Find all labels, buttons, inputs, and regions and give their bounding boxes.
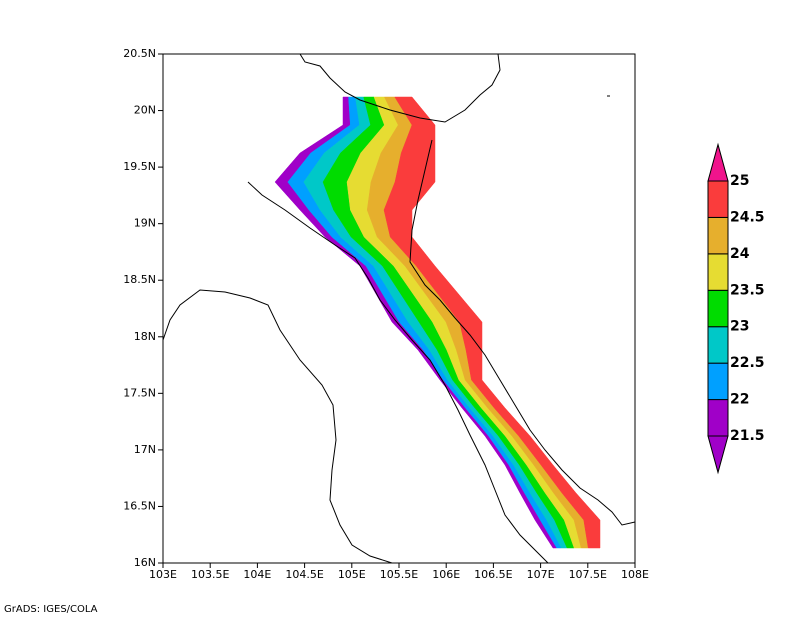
x-tick-label: 106E	[432, 568, 460, 581]
colorbar-label: 24.5	[730, 209, 765, 225]
colorbar-label: 25	[730, 173, 749, 189]
colorbar-label: 22	[730, 392, 749, 408]
contour-band	[383, 96, 601, 549]
colorbar-swatch	[707, 180, 729, 218]
border	[162, 289, 393, 564]
colorbar-swatch	[707, 216, 729, 255]
y-tick-label: 18.5N	[123, 273, 156, 286]
y-tick-label: 19N	[134, 217, 156, 230]
coastlines	[162, 53, 636, 564]
coastline	[299, 53, 501, 123]
x-tick-label: 108E	[621, 568, 649, 581]
x-tick-label: 107.5E	[569, 568, 607, 581]
axes: 103E 103.5E 104E 104.5E 105E 105.5E 106E 106.5E…	[123, 47, 649, 581]
colorbar-swatch	[707, 326, 729, 364]
x-tick-label: 103.5E	[191, 568, 229, 581]
y-tick-label: 17.5N	[123, 386, 156, 399]
x-tick-label: 104E	[243, 568, 271, 581]
y-tick-label: 16N	[134, 556, 156, 569]
colorbar-high	[707, 142, 729, 182]
x-tick-label: 105E	[338, 568, 366, 581]
colorbar-swatch	[707, 289, 729, 328]
colorbar: 21.5 22 22.5 23 23.5 24 24.5 25	[707, 142, 765, 475]
x-tick-label: 106.5E	[474, 568, 512, 581]
colorbar-label: 22.5	[730, 355, 765, 371]
colorbar-low	[707, 435, 729, 475]
coastline	[409, 139, 636, 526]
credit: GrADS: IGES/COLA	[4, 604, 98, 615]
x-tick-label: 107E	[527, 568, 555, 581]
x-tick-label: 104.5E	[285, 568, 323, 581]
y-tick-label: 16.5N	[123, 499, 156, 512]
x-tick-label: 105.5E	[380, 568, 418, 581]
y-tick-label: 19.5N	[123, 160, 156, 173]
colorbar-swatch	[707, 399, 729, 437]
y-tick-label: 20.5N	[123, 47, 156, 60]
y-tick-label: 20N	[134, 104, 156, 117]
y-tick-label: 17N	[134, 443, 156, 456]
colorbar-label: 23.5	[730, 282, 765, 298]
colorbar-label: 21.5	[730, 428, 765, 444]
x-tick-label: 103E	[149, 568, 177, 581]
y-tick-label: 18N	[134, 330, 156, 343]
colorbar-label: 24	[730, 246, 750, 262]
contour-field	[274, 96, 601, 549]
colorbar-swatch	[707, 362, 729, 401]
colorbar-label: 23	[730, 319, 749, 335]
colorbar-swatch	[707, 253, 729, 291]
border	[247, 181, 549, 564]
